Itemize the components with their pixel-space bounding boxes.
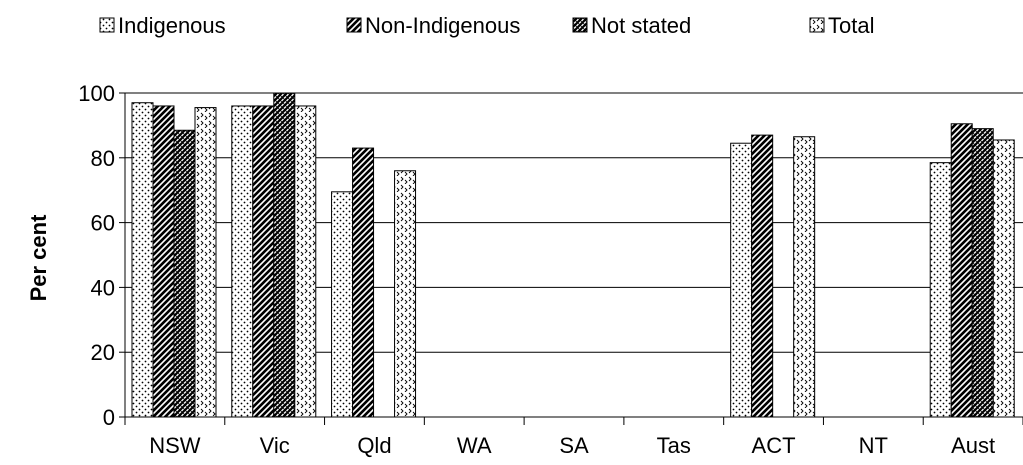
y-axis-title: Per cent [26,214,51,301]
bar-non-indigenous-act [751,134,774,418]
legend-label: Non-Indigenous [365,13,520,38]
bar-non-indigenous-aust [950,123,973,418]
bar-non-indigenous-vic [252,105,275,418]
legend-label: Indigenous [118,13,226,38]
bar-total-vic [294,105,317,418]
legend-swatch [809,17,825,33]
y-tick-label: 0 [103,405,115,430]
y-tick-label: 100 [78,81,115,106]
bar-not-stated-aust [971,128,994,418]
x-tick-label: Aust [951,433,995,458]
bar-total-aust [992,139,1015,418]
y-tick-labels: 0 20 40 60 80 100 [78,81,125,430]
legend-label: Not stated [591,13,691,38]
bars [131,92,1015,418]
bar-indigenous-vic [231,105,254,418]
bar-not-stated-vic [273,92,296,418]
legend-swatch [572,17,588,33]
y-tick-label: 40 [91,275,115,300]
bar-total-act [793,136,816,418]
bar-indigenous-qld [331,191,354,418]
y-tick-label: 20 [91,340,115,365]
y-tick-label: 80 [91,146,115,171]
bar-indigenous-aust [929,162,952,418]
bar-not-stated-nsw [173,129,196,418]
axes [124,93,1023,418]
legend-item: Non-Indigenous [346,13,520,38]
bar-non-indigenous-nsw [152,105,175,418]
legend-item: Indigenous [99,13,226,38]
x-tick-labels: NSW Vic Qld WA SA Tas ACT NT Aust [124,417,1023,458]
y-tick-label: 60 [91,211,115,236]
x-tick-label: WA [457,433,492,458]
x-tick-label: NSW [149,433,201,458]
bar-total-qld [394,170,417,418]
legend-swatch [346,17,362,33]
bar-total-nsw [194,107,217,418]
x-tick-label: ACT [752,433,796,458]
bar-indigenous-nsw [131,102,154,418]
bar-indigenous-act [730,142,753,418]
x-tick-label: SA [559,433,589,458]
legend-item: Total [809,13,874,38]
legend-item: Not stated [572,13,691,38]
legend-swatch [99,17,115,33]
x-tick-label: Tas [657,433,691,458]
bar-non-indigenous-qld [352,147,375,418]
x-tick-label: Qld [357,433,391,458]
x-tick-label: NT [859,433,888,458]
x-tick-label: Vic [260,433,290,458]
legend-label: Total [828,13,874,38]
legend: Indigenous Non-Indigenous Not stated Total [99,13,874,38]
